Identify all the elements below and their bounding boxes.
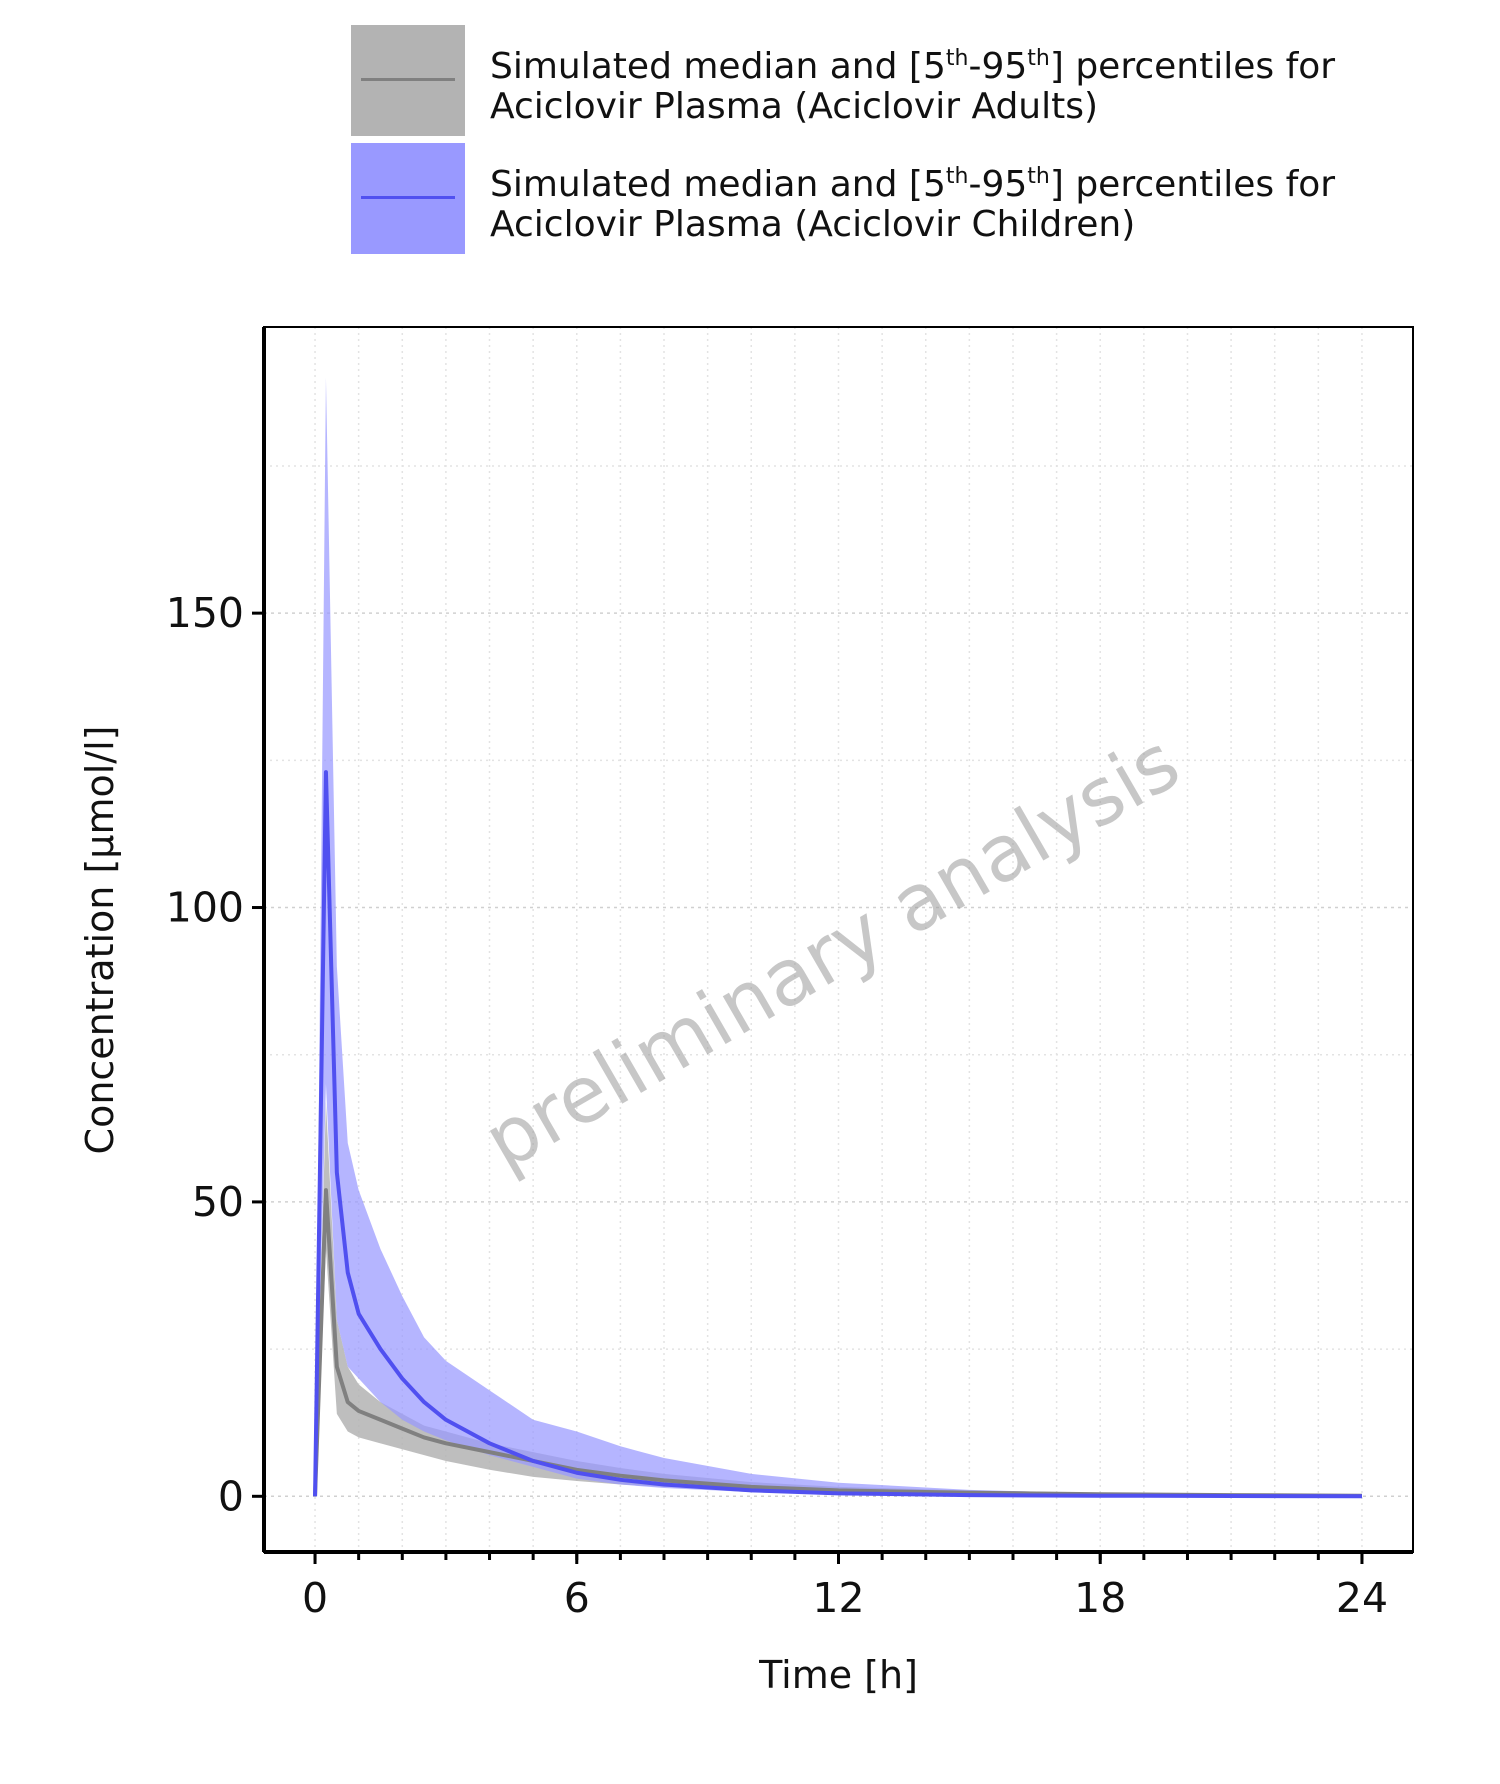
- median-line: [313, 770, 1362, 1499]
- legend-label: Simulated median and [5th-95th] percenti…: [490, 164, 1336, 245]
- y-tick-label: 50: [192, 1178, 244, 1226]
- x-axis-title: Time [h]: [758, 1653, 918, 1697]
- watermark: preliminary analysis: [470, 717, 1195, 1187]
- x-tick-label: 6: [564, 1574, 590, 1622]
- x-tick-label: 24: [1336, 1574, 1388, 1622]
- y-tick-label: 150: [166, 589, 244, 637]
- median-line: [313, 1188, 1362, 1498]
- legend-swatch: [351, 25, 465, 136]
- x-tick-label: 0: [302, 1574, 328, 1622]
- legend-swatch: [351, 143, 465, 254]
- y-tick-label: 0: [218, 1472, 244, 1520]
- legend-line: [361, 78, 455, 81]
- legend-line: [361, 196, 455, 199]
- x-tick-label: 18: [1074, 1574, 1126, 1622]
- y-tick-label: 100: [166, 884, 244, 932]
- x-tick-label: 12: [812, 1574, 864, 1622]
- legend-label: Simulated median and [5th-95th] percenti…: [490, 46, 1336, 127]
- y-axis-title: Concentration [µmol/l]: [78, 726, 122, 1155]
- percentile-band: [315, 377, 1362, 1497]
